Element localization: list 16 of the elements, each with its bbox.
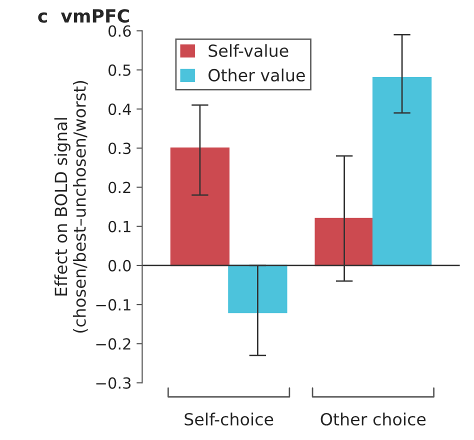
y-tick-label: 0.4 bbox=[108, 103, 131, 116]
y-tick-label: 0.0 bbox=[108, 260, 131, 272]
y-tick-label: 0.5 bbox=[108, 64, 130, 76]
y-tick-label: −0.2 bbox=[96, 338, 130, 350]
y-tick-label: −0.1 bbox=[96, 299, 130, 311]
legend-label: Other value bbox=[208, 68, 305, 82]
y-tick-label: 0.3 bbox=[108, 142, 131, 154]
y-tick-label: 0.1 bbox=[108, 220, 130, 232]
y-tick-label: −0.3 bbox=[96, 377, 131, 389]
x-tick-label: Other choice bbox=[320, 412, 426, 426]
y-tick-label: 0.6 bbox=[108, 25, 131, 37]
x-tick-label: Self-choice bbox=[184, 412, 274, 426]
chart-title: c vmPFC bbox=[38, 9, 129, 23]
y-tick-label: 0.2 bbox=[108, 182, 130, 194]
legend-label: Self-value bbox=[208, 44, 288, 58]
y-axis-title: Effect on BOLD signal (chosen/best–unchosen/worst) bbox=[54, 80, 88, 333]
